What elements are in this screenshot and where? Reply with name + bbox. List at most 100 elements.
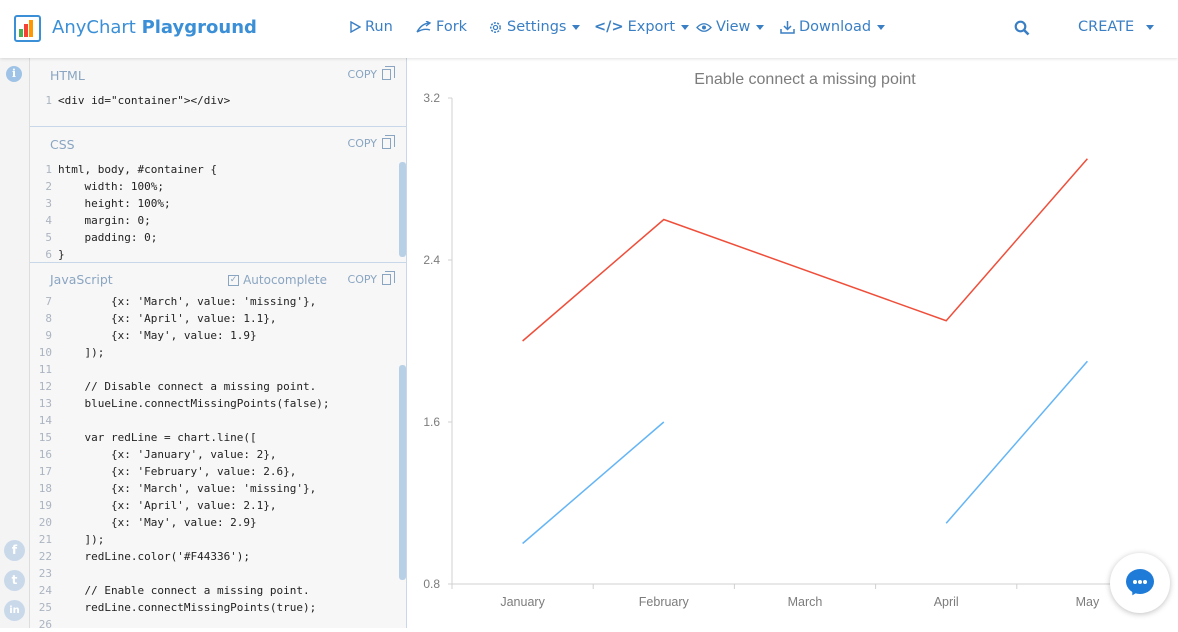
autocomplete-toggle[interactable]: ✓ Autocomplete: [228, 273, 327, 287]
code-line[interactable]: 26: [30, 616, 406, 628]
chart-title: Enable connect a missing point: [694, 71, 916, 88]
facebook-icon[interactable]: f: [4, 540, 25, 561]
code-line[interactable]: 12 // Disable connect a missing point.: [30, 378, 406, 395]
fork-button[interactable]: Fork: [416, 19, 467, 35]
x-tick-label: February: [639, 595, 690, 609]
code-text: redLine.color('#F44336');: [58, 550, 251, 563]
eye-icon: [696, 22, 712, 32]
code-text: width: 100%;: [58, 180, 164, 193]
line-number: 26: [38, 618, 52, 628]
code-line[interactable]: 16 {x: 'January', value: 2},: [30, 446, 406, 463]
css-scrollbar[interactable]: [399, 162, 406, 257]
code-text: html, body, #container {: [58, 163, 217, 176]
js-section: JavaScript ✓ Autocomplete COPY 7 {x: 'Ma…: [30, 263, 406, 628]
code-line[interactable]: 8 {x: 'April', value: 1.1},: [30, 310, 406, 327]
html-copy-button[interactable]: COPY: [348, 66, 395, 81]
code-line[interactable]: 23: [30, 565, 406, 582]
code-line[interactable]: 14: [30, 412, 406, 429]
line-chart[interactable]: Enable connect a missing point 0.8 1.6 2.4 3…: [408, 58, 1178, 628]
chat-button[interactable]: [1110, 553, 1170, 613]
code-line[interactable]: 10 ]);: [30, 344, 406, 361]
series-0-line: [945, 360, 1088, 524]
line-number: 15: [38, 431, 52, 444]
download-icon: [780, 21, 795, 34]
copy-icon: [382, 271, 395, 285]
line-number: 14: [38, 414, 52, 427]
code-text: {x: 'February', value: 2.6},: [58, 465, 297, 478]
html-section: HTML COPY 1 <div id="container"></div>: [30, 58, 406, 126]
code-line[interactable]: 20 {x: 'May', value: 2.9}: [30, 514, 406, 531]
chevron-down-icon: [877, 24, 886, 30]
y-tick-label: 2.4: [423, 253, 440, 267]
code-line[interactable]: 21 ]);: [30, 531, 406, 548]
line-number: 22: [38, 550, 52, 563]
line-number: 25: [38, 601, 52, 614]
code-text: {x: 'May', value: 1.9}: [58, 329, 257, 342]
create-menu[interactable]: CREATE: [1078, 19, 1155, 35]
html-code-area[interactable]: 1 <div id="container"></div>: [30, 92, 406, 109]
code-line[interactable]: 13 blueLine.connectMissingPoints(false);: [30, 395, 406, 412]
code-text: margin: 0;: [58, 214, 151, 227]
series-0-line: [522, 421, 665, 545]
code-line[interactable]: 17 {x: 'February', value: 2.6},: [30, 463, 406, 480]
line-number: 5: [45, 231, 52, 244]
code-line[interactable]: 2 width: 100%;: [30, 178, 406, 195]
js-code-area[interactable]: 7 {x: 'March', value: 'missing'}, 8 {x: '…: [30, 293, 406, 628]
code-line[interactable]: 22 redLine.color('#F44336');: [30, 548, 406, 565]
code-line[interactable]: 3 height: 100%;: [30, 195, 406, 212]
info-icon[interactable]: i: [6, 66, 22, 82]
line-number: 12: [38, 380, 52, 393]
css-section: CSS COPY 1 html, body, #container {2 widt…: [30, 127, 406, 262]
line-number: 2: [45, 180, 52, 193]
y-tick-label: 3.2: [423, 91, 440, 105]
js-scrollbar[interactable]: [399, 365, 406, 580]
x-tick-label: March: [788, 595, 823, 609]
code-line[interactable]: 4 margin: 0;: [30, 212, 406, 229]
code-line[interactable]: 1 <div id="container"></div>: [30, 92, 406, 109]
code-editor-panel: HTML COPY 1 <div id="container"></div> CS…: [30, 58, 407, 628]
code-text: redLine.connectMissingPoints(true);: [58, 601, 317, 614]
code-line[interactable]: 25 redLine.connectMissingPoints(true);: [30, 599, 406, 616]
anychart-logo-icon[interactable]: [14, 15, 41, 42]
line-number: 16: [38, 448, 52, 461]
search-button[interactable]: [1014, 20, 1030, 40]
export-menu[interactable]: </> Export: [594, 19, 690, 35]
y-tick-label: 0.8: [423, 577, 440, 591]
view-menu[interactable]: View: [696, 19, 765, 35]
html-section-title: HTML: [50, 67, 85, 83]
linkedin-icon[interactable]: in: [4, 600, 25, 621]
css-code-area[interactable]: 1 html, body, #container {2 width: 100%; 3…: [30, 161, 406, 262]
x-tick-label: April: [934, 595, 959, 609]
run-button[interactable]: Run: [350, 19, 393, 35]
line-number: 7: [45, 295, 52, 308]
chart-preview: Enable connect a missing point 0.8 1.6 2.4 3…: [408, 58, 1178, 628]
download-menu[interactable]: Download: [780, 19, 886, 35]
twitter-icon[interactable]: t: [4, 570, 25, 591]
code-line[interactable]: 19 {x: 'April', value: 2.1},: [30, 497, 406, 514]
line-number: 4: [45, 214, 52, 227]
line-number: 8: [45, 312, 52, 325]
checkbox-icon: ✓: [228, 274, 240, 286]
line-number: 10: [38, 346, 52, 359]
code-text: {x: 'April', value: 2.1},: [58, 499, 277, 512]
series-1-line: [522, 158, 1088, 342]
settings-menu[interactable]: Settings: [488, 19, 581, 35]
line-number: 6: [45, 248, 52, 261]
css-copy-button[interactable]: COPY: [348, 135, 395, 150]
code-line[interactable]: 9 {x: 'May', value: 1.9}: [30, 327, 406, 344]
line-number: 13: [38, 397, 52, 410]
code-text: }: [58, 248, 65, 261]
code-line[interactable]: 7 {x: 'March', value: 'missing'},: [30, 293, 406, 310]
chevron-down-icon: [1146, 24, 1155, 30]
code-line[interactable]: 5 padding: 0;: [30, 229, 406, 246]
code-line[interactable]: 6}: [30, 246, 406, 262]
top-bar: AnyChart Playground Run Fork Settings </…: [0, 0, 1178, 58]
code-line[interactable]: 1 html, body, #container {: [30, 161, 406, 178]
code-text: <div id="container"></div>: [58, 94, 231, 107]
brand-title[interactable]: AnyChart Playground: [52, 17, 257, 38]
code-line[interactable]: 24 // Enable connect a missing point.: [30, 582, 406, 599]
js-copy-button[interactable]: COPY: [348, 271, 395, 286]
code-line[interactable]: 15 var redLine = chart.line([: [30, 429, 406, 446]
code-line[interactable]: 11: [30, 361, 406, 378]
code-line[interactable]: 18 {x: 'March', value: 'missing'},: [30, 480, 406, 497]
